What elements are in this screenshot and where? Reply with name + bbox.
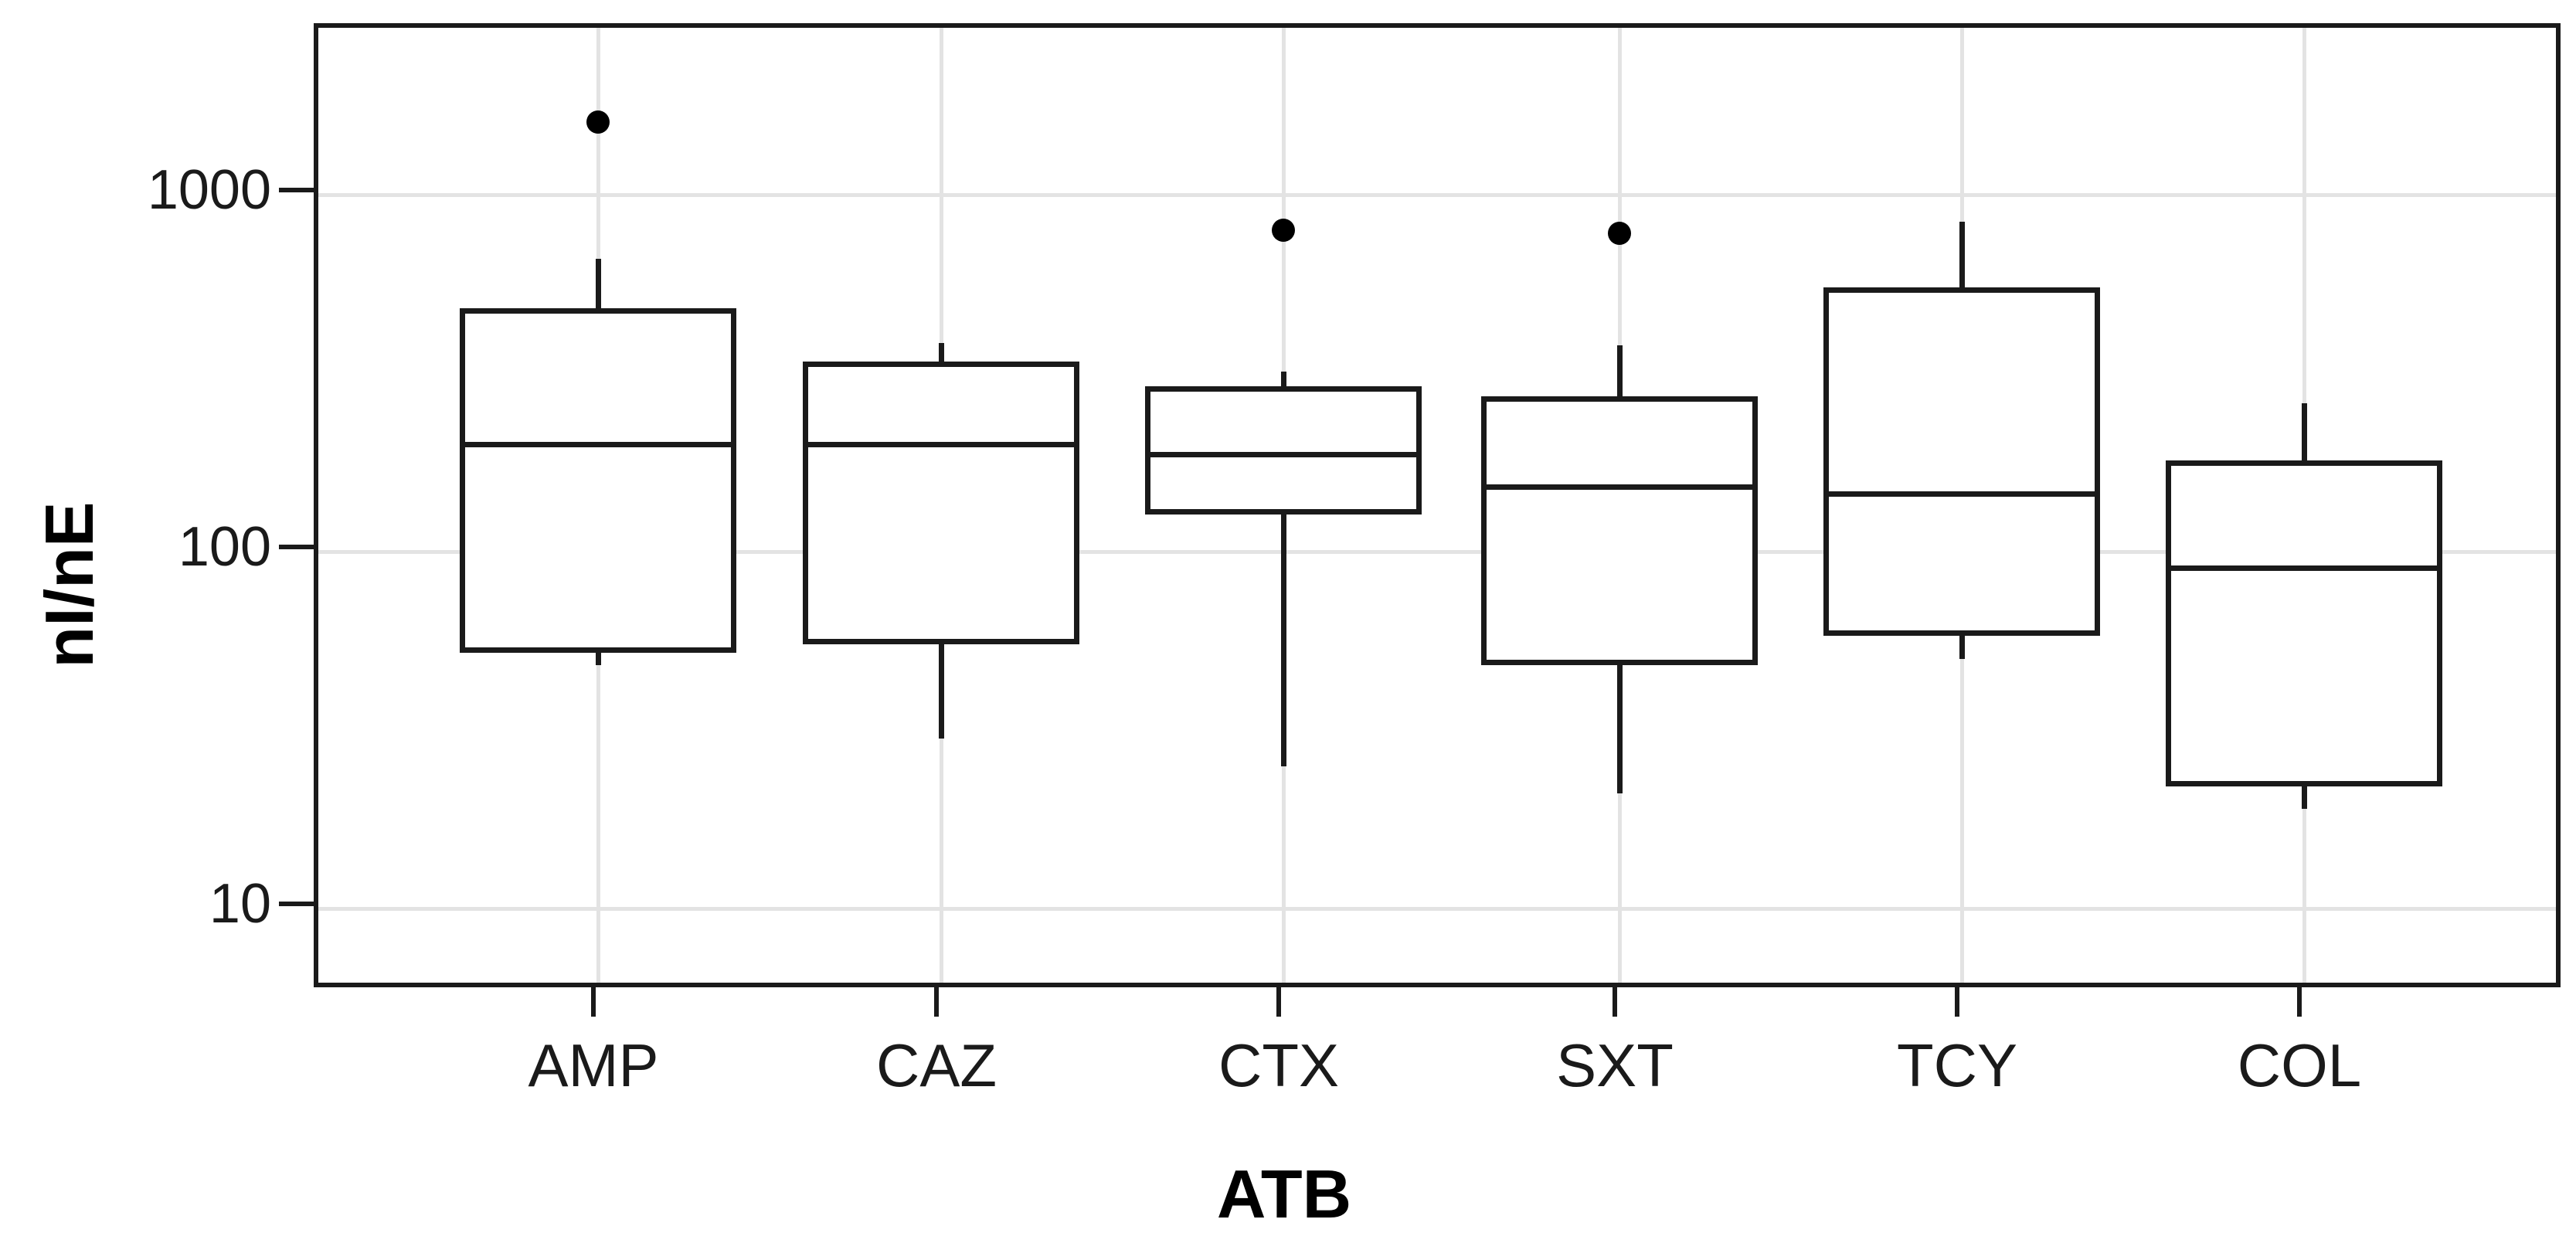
iqr-box — [803, 362, 1079, 644]
median-line — [1481, 484, 1758, 490]
lower-whisker — [1959, 636, 1965, 660]
x-tick-mark — [2297, 984, 2302, 1017]
upper-whisker — [2302, 403, 2307, 461]
plot-panel — [314, 23, 2561, 987]
lower-whisker — [2302, 786, 2307, 810]
upper-whisker — [1959, 221, 1965, 287]
x-tick-mark — [1613, 984, 1617, 1017]
horizontal-gridline — [318, 550, 2556, 554]
x-tick-mark — [934, 984, 939, 1017]
lower-whisker — [596, 653, 601, 666]
iqr-box — [1145, 386, 1422, 515]
horizontal-gridline — [318, 193, 2556, 197]
x-tick-label: TCY — [1897, 1031, 2017, 1099]
y-tick-mark — [279, 902, 314, 906]
horizontal-gridline — [318, 907, 2556, 911]
upper-whisker — [1617, 345, 1623, 397]
iqr-box — [2166, 460, 2442, 786]
y-tick-mark — [279, 545, 314, 549]
x-tick-mark — [1276, 984, 1281, 1017]
x-tick-label: AMP — [528, 1031, 659, 1099]
y-tick-label: 100 — [178, 516, 271, 578]
y-tick-label: 1000 — [147, 159, 271, 221]
upper-whisker — [1281, 371, 1286, 387]
outlier-point — [1272, 219, 1295, 243]
x-tick-label: CTX — [1218, 1031, 1339, 1099]
y-axis-title: nI/nE — [31, 501, 107, 668]
y-tick-mark — [279, 188, 314, 192]
x-tick-label: SXT — [1556, 1031, 1674, 1099]
x-tick-mark — [1955, 984, 1959, 1017]
median-line — [460, 441, 736, 447]
x-tick-mark — [591, 984, 596, 1017]
upper-whisker — [596, 259, 601, 309]
iqr-box — [1481, 396, 1758, 666]
median-line — [2166, 565, 2442, 572]
lower-whisker — [939, 644, 944, 739]
upper-whisker — [939, 342, 944, 362]
median-line — [1823, 491, 2100, 498]
x-axis-title: ATB — [1216, 1156, 1352, 1232]
outlier-point — [586, 110, 610, 134]
median-line — [803, 441, 1079, 447]
x-tick-label: COL — [2237, 1031, 2362, 1099]
outlier-point — [1608, 221, 1631, 245]
x-tick-label: CAZ — [876, 1031, 997, 1099]
median-line — [1145, 452, 1422, 458]
lower-whisker — [1281, 515, 1286, 767]
y-tick-label: 10 — [209, 873, 271, 935]
iqr-box — [1823, 287, 2100, 637]
iqr-box — [460, 308, 736, 654]
lower-whisker — [1617, 665, 1623, 794]
